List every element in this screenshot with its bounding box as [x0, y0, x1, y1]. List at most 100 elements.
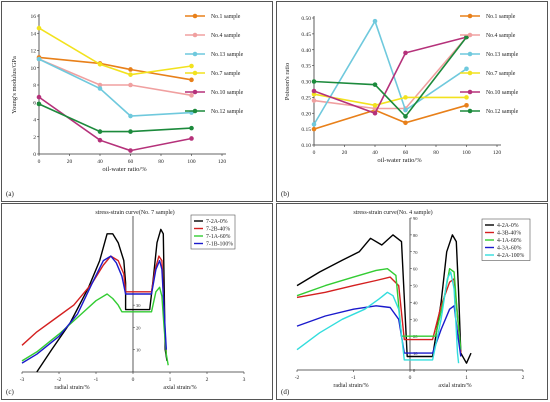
legend-swatch-marker	[192, 13, 198, 19]
x-tick-label: 20	[342, 150, 348, 156]
x-tick-label: 0	[38, 159, 41, 165]
series-line	[313, 36, 468, 110]
stress-strain-no4-chart: stress-strain curve(No. 4 sample) -2 -1 0 1 2…	[281, 209, 531, 396]
x-tick-label: 100	[187, 159, 196, 165]
data-point	[403, 114, 408, 119]
data-point	[464, 34, 469, 40]
data-point	[403, 95, 408, 100]
x-tick-label: 80	[433, 150, 439, 156]
radial-strain-label: radial strain/%	[54, 385, 89, 391]
data-point	[311, 126, 317, 132]
data-point	[97, 137, 103, 143]
legend-swatch-marker	[192, 89, 198, 95]
y-tick-label: 0.30	[301, 80, 311, 86]
chart-title: stress-strain curve(No. 7 sample)	[95, 209, 174, 216]
legend-label: No.12 sample	[486, 109, 519, 115]
y-tick-label: 0	[33, 152, 36, 158]
y-tick-label: 12	[31, 49, 37, 55]
legend-swatch-marker	[192, 51, 198, 57]
stress-strain-curve	[21, 255, 167, 355]
data-point	[36, 25, 42, 31]
stress-tick-label: 20	[136, 325, 141, 330]
young-modulus-chart: 0 20 40 60 80 100 120 0 2 4 6 8 10 12 14 16 oil-water ra…	[6, 13, 244, 198]
series-line	[38, 27, 192, 76]
panel-label: (c)	[6, 388, 14, 396]
y-tick-label: 8	[33, 83, 36, 89]
data-point	[128, 72, 133, 77]
panel-label: (a)	[6, 190, 14, 198]
series-line	[313, 19, 467, 125]
y-axis-label: Young's modulus/GPa	[11, 56, 18, 114]
series-line	[313, 36, 467, 115]
x-tick-label: 0	[313, 150, 316, 156]
stress-tick-label: 80	[413, 233, 418, 238]
y-tick-label: 14	[31, 31, 37, 37]
stress-tick-label: 70	[413, 250, 418, 255]
x-tick-label: 100	[462, 150, 471, 156]
x-tick-label: 2	[206, 377, 209, 383]
legend-label: No.4 sample	[211, 33, 241, 39]
x-tick-label: 60	[128, 159, 134, 165]
x-tick-label: 3	[243, 377, 246, 383]
y-tick-label: 0.50	[301, 16, 311, 22]
x-tick-label: 2	[522, 375, 525, 381]
x-axis-label: oil-water ratio/%	[377, 157, 422, 164]
data-point	[403, 50, 408, 56]
x-tick-label: 20	[67, 159, 73, 165]
y-tick-label: 0.35	[301, 64, 311, 70]
legend-label: 4-1A-60%	[497, 238, 522, 244]
legend-label: 4-3B-40%	[497, 231, 521, 237]
legend-swatch-marker	[192, 70, 198, 76]
legend-label: 4-2A-100%	[497, 253, 525, 259]
stress-strain-curve	[36, 228, 168, 373]
stress-strain-no7-chart: stress-strain curve(No. 7 sample) -3 -2 -1 0…	[6, 209, 246, 396]
legend-label: No.4 sample	[486, 33, 516, 39]
stress-strain-curve	[21, 255, 167, 364]
data-point	[372, 82, 378, 87]
poisson-ratio-chart: 0 20 40 60 80 100 120 0.10 0.15 0.20 0.25 0.30 0.35 0…	[281, 13, 519, 198]
axial-strain-label: axial strain/%	[438, 383, 471, 389]
data-point	[189, 63, 194, 69]
x-tick-label: -1	[351, 375, 356, 381]
data-point	[464, 66, 469, 72]
stress-tick-label: 50	[413, 284, 418, 289]
data-point	[372, 18, 378, 24]
series-line	[313, 36, 468, 118]
x-axis-label: oil-water ratio/%	[102, 166, 147, 173]
legend-label: No.10 sample	[211, 90, 244, 96]
data-point	[189, 93, 194, 98]
y-tick-label: 0.25	[301, 95, 311, 101]
y-tick-label: 16	[31, 14, 37, 20]
stress-strain-curve	[296, 271, 460, 364]
axial-strain-label: axial strain/%	[163, 385, 196, 391]
data-point	[403, 107, 408, 113]
series-line	[38, 58, 192, 97]
series-line	[38, 96, 192, 152]
stress-tick-label: 90	[413, 216, 418, 221]
y-tick-label: 6	[33, 100, 36, 106]
data-point	[128, 148, 133, 153]
radial-strain-label: radial strain/%	[333, 383, 368, 389]
stress-tick-label: 40	[413, 300, 418, 305]
legend-label: 7-2A-0%	[206, 219, 228, 225]
stress-strain-curve	[21, 286, 169, 366]
poisson-ratio-chart-panel: 0 20 40 60 80 100 120 0.10 0.15 0.20 0.25 0.30 0.35 0…	[276, 1, 548, 202]
legend-swatch-marker	[467, 51, 473, 57]
legend-label: No.7 sample	[211, 71, 241, 77]
data-point	[372, 103, 378, 108]
data-point	[97, 129, 103, 134]
young-modulus-chart-panel: 0 20 40 60 80 100 120 0 2 4 6 8 10 12 14 16 oil-water ra…	[1, 1, 273, 202]
legend-label: 4-2A-0%	[497, 223, 519, 229]
x-tick-label: 1	[465, 375, 468, 381]
panel-label: (b)	[281, 190, 290, 198]
series-line	[38, 103, 192, 133]
x-tick-label: -2	[57, 377, 62, 383]
x-tick-label: -1	[94, 377, 99, 383]
chart-title: stress-strain curve(No. 4 sample)	[353, 209, 432, 216]
data-point	[36, 56, 42, 62]
series-line	[38, 58, 192, 117]
x-tick-label: 120	[493, 150, 502, 156]
y-tick-label: 0.40	[301, 48, 311, 54]
legend-label: No.1 sample	[211, 14, 241, 20]
legend-label: No.10 sample	[486, 90, 519, 96]
